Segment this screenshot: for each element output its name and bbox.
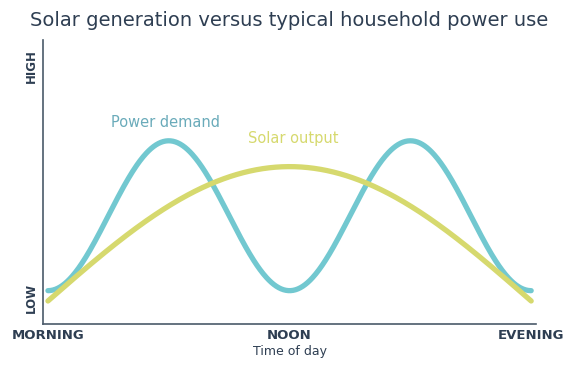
Text: Solar output: Solar output	[248, 131, 339, 146]
X-axis label: Time of day: Time of day	[252, 345, 327, 358]
Text: Power demand: Power demand	[111, 115, 220, 131]
Title: Solar generation versus typical household power use: Solar generation versus typical househol…	[31, 11, 549, 30]
